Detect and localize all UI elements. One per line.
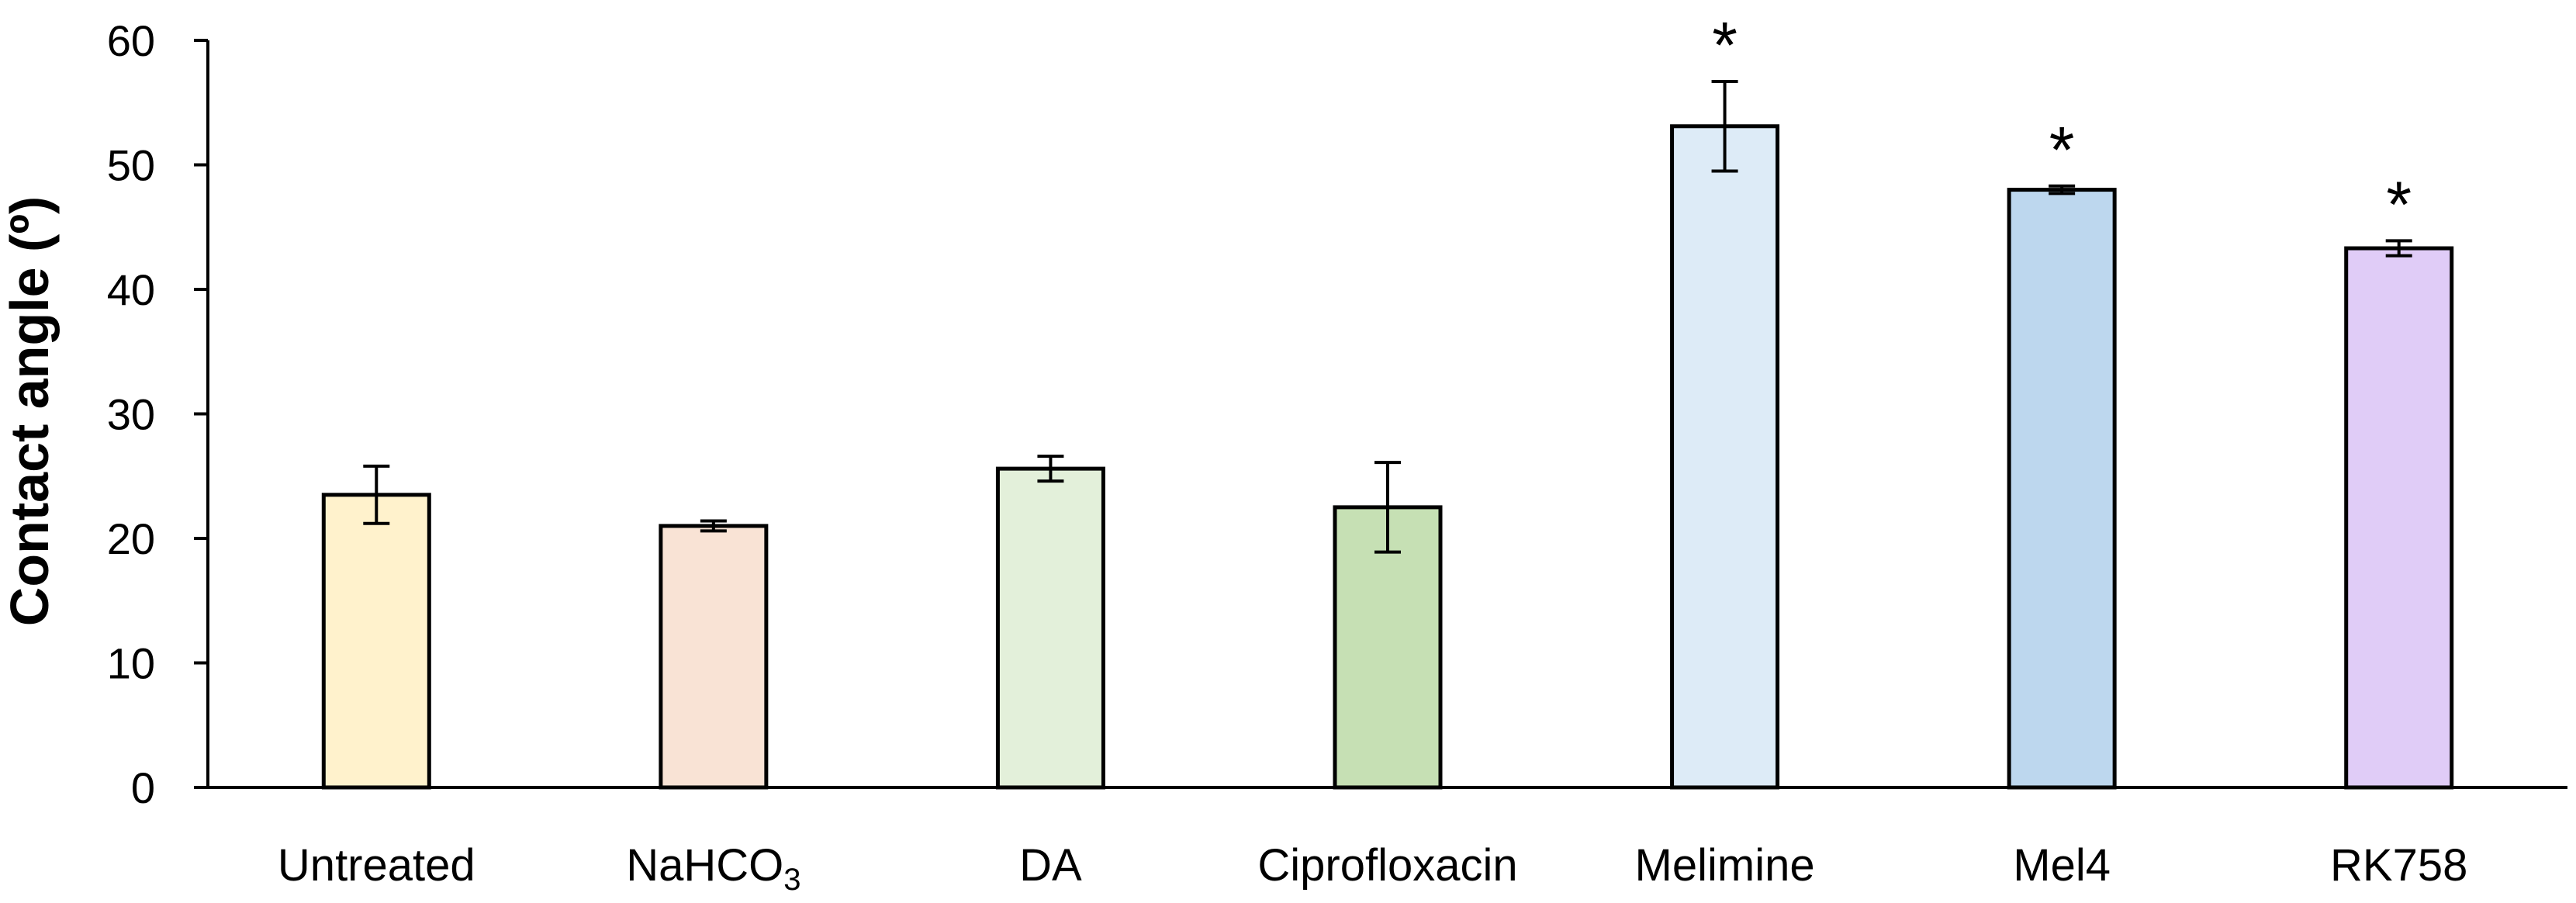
x-tick-label: Ciprofloxacin xyxy=(1257,840,1517,891)
y-tick-label: 10 xyxy=(107,639,155,688)
y-tick-label: 60 xyxy=(107,16,155,65)
bar xyxy=(2007,188,2117,790)
y-axis: 0 10 20 30 40 50 60 xyxy=(107,16,209,812)
y-tick-label: 30 xyxy=(107,390,155,439)
bar xyxy=(659,524,769,790)
x-tick-label: Melimine xyxy=(1635,840,1815,891)
y-tick-label: 50 xyxy=(107,141,155,190)
x-tick-label: Untreated xyxy=(278,840,475,891)
bar xyxy=(1670,124,1780,790)
significance-marker: * xyxy=(1712,9,1738,81)
error-bar xyxy=(1711,79,1738,173)
bar xyxy=(321,493,431,790)
significance-marker: * xyxy=(2386,168,2412,240)
bar xyxy=(2344,246,2454,790)
significance-marker: * xyxy=(2049,113,2075,186)
error-bar xyxy=(1037,455,1064,483)
x-tick-label: Mel4 xyxy=(2013,840,2111,891)
bars: * * * xyxy=(321,9,2454,790)
y-tick-label: 40 xyxy=(107,265,155,314)
error-bar xyxy=(2385,239,2412,258)
error-bar xyxy=(1374,461,1401,554)
x-tick-label: NaHCO3 xyxy=(626,840,800,897)
y-tick-label: 20 xyxy=(107,514,155,563)
x-axis: Untreated NaHCO3 DA Ciprofloxacin Melimine Me… xyxy=(208,786,2567,897)
y-axis-label: Contact angle (º) xyxy=(0,196,60,626)
error-bar xyxy=(700,519,727,533)
bar xyxy=(995,466,1105,790)
x-tick-label: DA xyxy=(1019,840,1082,891)
x-tick-label: RK758 xyxy=(2330,840,2467,891)
error-bar xyxy=(2049,184,2076,195)
bar xyxy=(1333,505,1443,790)
y-tick-label: 0 xyxy=(131,763,155,812)
error-bar xyxy=(363,464,390,525)
